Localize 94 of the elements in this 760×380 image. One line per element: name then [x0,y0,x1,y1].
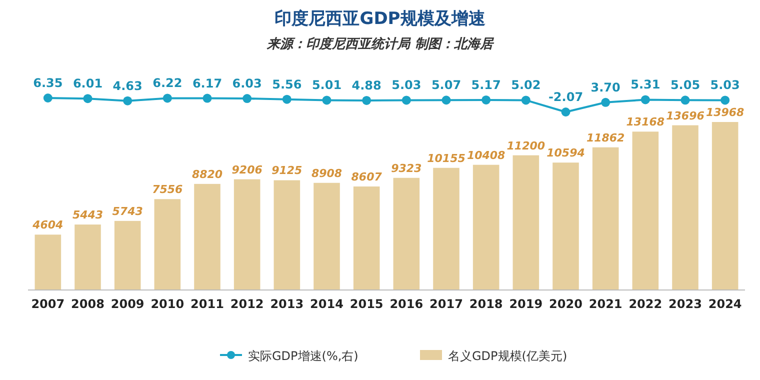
point [322,96,332,105]
x-tick-label: 2014 [310,297,344,311]
bar [712,122,738,290]
bar [433,168,460,290]
data-label: 10408 [466,148,506,162]
bar [393,178,420,290]
bar [552,162,579,290]
data-label: 5.31 [630,78,660,92]
data-label: 8908 [311,166,342,180]
data-label: 5.03 [392,78,422,92]
bar [114,220,141,290]
bar [512,155,540,290]
x-tick-label: 2011 [190,297,224,311]
data-label: 9206 [232,163,263,176]
data-label: 11200 [506,139,546,152]
x-tick-label: 2010 [150,297,184,311]
data-label: 6.17 [192,76,222,90]
data-label: 7556 [152,183,184,196]
point [442,96,451,105]
x-tick-label: 2013 [270,297,304,311]
data-label: 5.02 [511,78,541,92]
data-label: 11862 [586,131,626,144]
point [83,94,92,104]
data-label: 8820 [192,168,223,181]
point [282,94,292,104]
bar [632,132,659,290]
bar [353,186,380,290]
bar [472,164,500,290]
data-label: 9323 [391,162,422,175]
data-label: 6.22 [152,76,182,90]
point [123,96,132,106]
point [561,108,570,116]
data-label: 5743 [112,204,144,218]
x-tick-label: 2015 [350,297,384,311]
x-tick-label: 2017 [430,297,463,311]
point [242,94,252,104]
data-label: 3.70 [590,80,620,94]
data-label: 5.17 [471,78,501,92]
data-label: 5.01 [312,78,342,92]
x-tick-label: 2007 [31,297,65,311]
point [43,94,52,102]
data-label: 6.35 [33,76,63,90]
data-label: 13968 [706,106,745,119]
point [680,96,690,105]
chart-subtitle: 来源：印度尼西亚统计局 制图：北海居 [266,36,495,52]
point [720,96,730,105]
data-label: 5.56 [272,77,302,92]
data-label: 13168 [626,116,665,129]
data-label: 6.03 [232,76,262,91]
bar [672,125,698,290]
point [362,96,372,105]
x-tick-label: 2019 [509,297,543,311]
x-tick-label: 2024 [708,297,742,311]
chart-title: 印度尼西亚GDP规模及增速 [274,9,486,29]
data-label: 10594 [546,146,585,160]
data-label: -2.07 [548,90,584,104]
point [640,95,650,104]
point [482,95,491,104]
x-tick-label: 2020 [549,297,582,311]
data-label: 4.63 [112,78,142,93]
point [162,94,172,103]
data-label: 8607 [351,170,382,184]
data-label: 5443 [72,208,104,222]
data-label: 9125 [272,164,303,178]
bar [154,199,181,290]
x-tick-label: 2021 [588,297,622,311]
legend-label: 实际GDP增速(%,右) [248,349,358,363]
x-tick-label: 2012 [230,297,264,311]
data-label: 4604 [32,218,64,232]
x-tick-label: 2023 [668,297,702,311]
data-label: 5.05 [670,78,700,92]
point [521,96,530,105]
bar [592,147,619,290]
legend-label: 名义GDP规模(亿美元) [448,349,568,363]
data-label: 6.01 [72,76,103,91]
bar [74,224,101,290]
point [202,94,212,103]
bar [34,234,62,290]
x-tick-label: 2022 [628,297,662,311]
data-label: 4.88 [352,78,382,92]
data-label: 13696 [666,109,705,122]
point [402,96,411,105]
point [601,98,610,107]
x-tick-label: 2016 [390,297,424,311]
x-tick-label: 2008 [71,297,104,311]
bar [194,184,220,290]
x-tick-label: 2018 [469,297,503,311]
x-tick-label: 2009 [110,297,144,311]
data-label: 10155 [427,152,466,165]
bar [314,182,340,290]
data-label: 5.07 [431,78,462,92]
bar [274,180,300,290]
bar [234,179,260,290]
data-label: 5.03 [710,78,740,92]
